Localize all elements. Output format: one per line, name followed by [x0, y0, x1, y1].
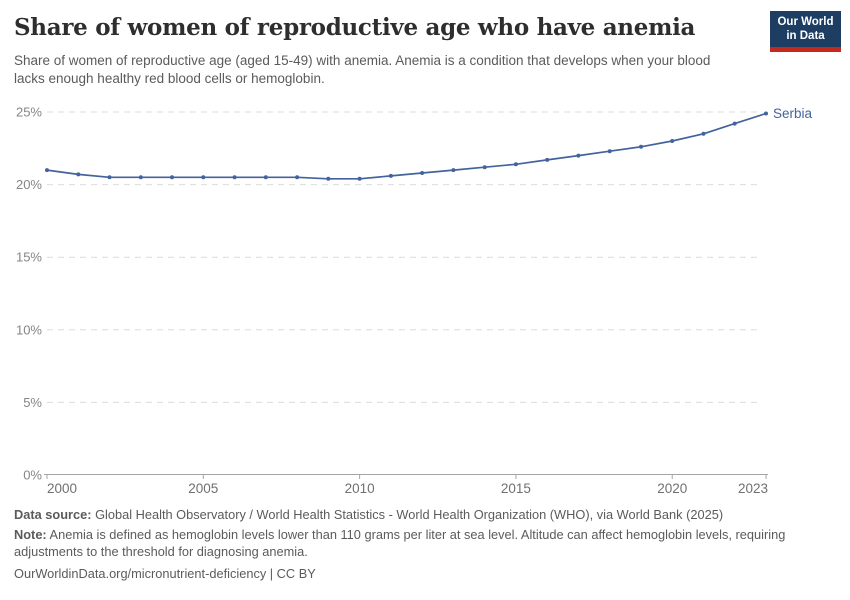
- data-point[interactable]: [576, 153, 581, 158]
- citation-link[interactable]: OurWorldinData.org/micronutrient-deficie…: [14, 566, 316, 581]
- x-tick-label: 2010: [345, 481, 375, 496]
- note-text: Anemia is defined as hemoglobin levels l…: [14, 527, 786, 559]
- line-chart: 0% 5% 10% 15% 20% 25% 2000 2005 2010 2015 2020 2023…: [16, 105, 813, 497]
- y-tick-label: 10%: [16, 322, 42, 337]
- y-tick-label: 20%: [16, 177, 42, 192]
- owid-logo-line2: in Data: [786, 29, 825, 42]
- data-point[interactable]: [295, 175, 300, 180]
- x-tick-label: 2020: [657, 481, 687, 496]
- y-tick-label: 15%: [16, 250, 42, 265]
- owid-logo-red-stripe: [770, 47, 841, 52]
- data-point[interactable]: [607, 149, 612, 154]
- note-label: Note:: [14, 527, 47, 542]
- page-title: Share of women of reproductive age who h…: [14, 14, 696, 41]
- data-point[interactable]: [451, 168, 456, 173]
- data-point[interactable]: [545, 157, 550, 162]
- entity-label-serbia[interactable]: Serbia: [773, 106, 813, 121]
- data-point[interactable]: [138, 175, 143, 180]
- y-tick-label: 0%: [23, 468, 42, 483]
- data-point[interactable]: [263, 175, 268, 180]
- y-tick-label: 25%: [16, 105, 42, 120]
- chart-subtitle: Share of women of reproductive age (aged…: [14, 53, 711, 86]
- data-point[interactable]: [513, 162, 518, 167]
- datasource-text: Global Health Observatory / World Health…: [91, 507, 724, 522]
- data-point[interactable]: [420, 171, 425, 175]
- data-point[interactable]: [732, 121, 737, 126]
- data-point[interactable]: [764, 111, 768, 116]
- data-point[interactable]: [670, 139, 675, 143]
- x-tick-label: 2005: [188, 481, 218, 496]
- data-point[interactable]: [388, 173, 393, 178]
- data-point[interactable]: [326, 176, 331, 181]
- data-point[interactable]: [107, 175, 112, 180]
- owid-logo[interactable]: Our World in Data: [770, 11, 841, 52]
- data-point[interactable]: [76, 172, 81, 177]
- data-point[interactable]: [170, 175, 174, 180]
- data-point[interactable]: [232, 175, 237, 180]
- trend-line-serbia[interactable]: [46, 112, 767, 180]
- x-tick-label: 2000: [47, 481, 77, 496]
- data-point[interactable]: [701, 131, 706, 136]
- datasource-line: Data source: Global Health Observatory /…: [14, 506, 816, 523]
- data-point[interactable]: [639, 144, 643, 149]
- x-tick-label: 2015: [501, 481, 531, 496]
- x-tick-label: 2023: [738, 481, 768, 496]
- owid-logo-box: Our World in Data: [770, 11, 841, 47]
- note-line: Note: Anemia is defined as hemoglobin le…: [14, 526, 816, 560]
- datasource-label: Data source:: [14, 507, 92, 522]
- data-point[interactable]: [482, 165, 487, 170]
- data-point[interactable]: [357, 176, 362, 181]
- data-point[interactable]: [201, 175, 206, 180]
- chart-footer: Data source: Global Health Observatory /…: [14, 506, 816, 585]
- y-tick-label: 5%: [23, 395, 42, 410]
- owid-logo-line1: Our World: [777, 16, 834, 28]
- data-point[interactable]: [45, 168, 49, 173]
